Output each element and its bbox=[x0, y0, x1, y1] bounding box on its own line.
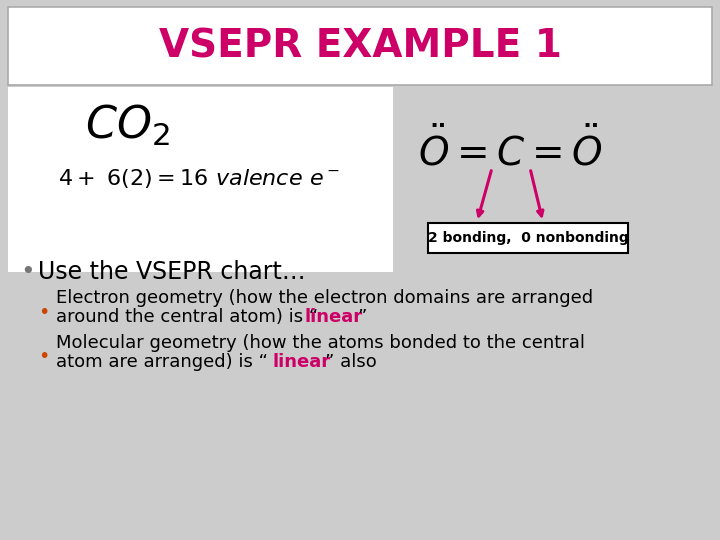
Bar bbox=[8, 87, 393, 272]
Text: •: • bbox=[20, 260, 35, 284]
Text: VSEPR EXAMPLE 1: VSEPR EXAMPLE 1 bbox=[158, 27, 562, 65]
Text: 2 bonding,  0 nonbonding: 2 bonding, 0 nonbonding bbox=[428, 231, 629, 245]
Text: around the central atom) is “: around the central atom) is “ bbox=[56, 308, 318, 326]
Text: linear: linear bbox=[304, 308, 362, 326]
Text: Use the VSEPR chart…: Use the VSEPR chart… bbox=[38, 260, 305, 284]
Text: ” also: ” also bbox=[325, 353, 377, 371]
Text: ”: ” bbox=[357, 308, 366, 326]
Bar bbox=[8, 7, 712, 85]
Text: •: • bbox=[38, 348, 50, 367]
Text: •: • bbox=[38, 302, 50, 321]
Text: $\ddot{O}=C=\ddot{O}$: $\ddot{O}=C=\ddot{O}$ bbox=[418, 126, 602, 173]
Text: linear: linear bbox=[272, 353, 330, 371]
Text: Molecular geometry (how the atoms bonded to the central: Molecular geometry (how the atoms bonded… bbox=[56, 334, 585, 352]
Text: atom are arranged) is “: atom are arranged) is “ bbox=[56, 353, 268, 371]
Bar bbox=[428, 223, 628, 253]
Text: Electron geometry (how the electron domains are arranged: Electron geometry (how the electron doma… bbox=[56, 289, 593, 307]
Text: $CO_2$: $CO_2$ bbox=[85, 103, 170, 147]
Text: $4+\ 6(2)=16\ valence\ e^-$: $4+\ 6(2)=16\ valence\ e^-$ bbox=[58, 166, 340, 190]
